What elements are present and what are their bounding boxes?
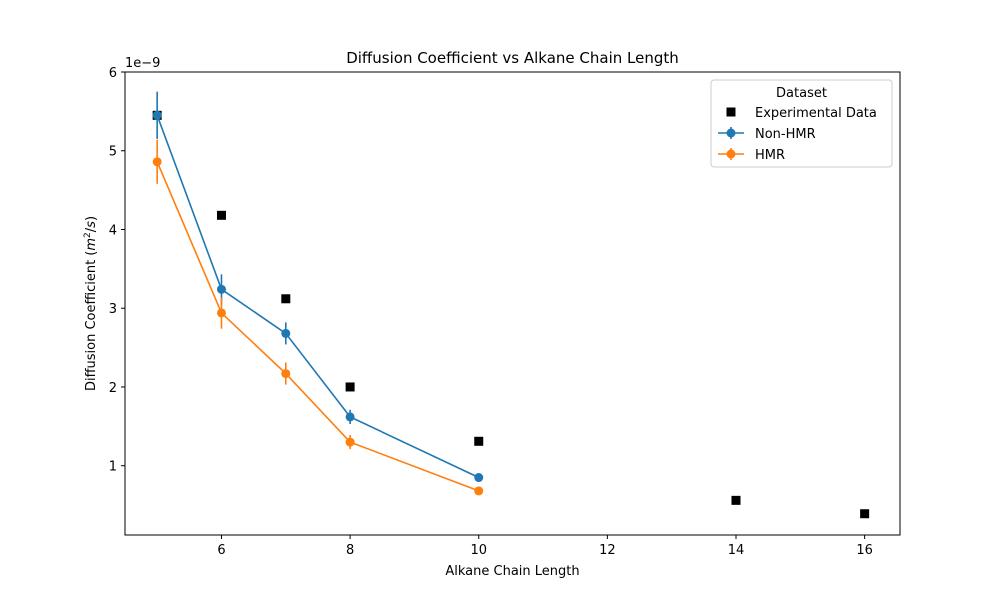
data-point (345, 412, 355, 422)
data-point (731, 495, 741, 505)
y-axis-label-unit-sup: 2 (83, 232, 93, 238)
data-point (474, 436, 484, 446)
series-non-hmr (152, 91, 484, 483)
legend-title: Dataset (776, 86, 827, 101)
y-axis-label-unit-sep: / (84, 227, 99, 232)
legend-box (710, 79, 893, 168)
y-axis-multiplier: 1e−9 (125, 56, 160, 71)
y-tick-label: 3 (109, 302, 117, 317)
x-axis-label: Alkane Chain Length (445, 564, 579, 579)
data-point (216, 210, 226, 220)
x-tick-label: 8 (346, 543, 354, 558)
series-line (156, 115, 480, 479)
y-tick-label: 2 (109, 381, 117, 396)
legend-label: Non-HMR (755, 127, 816, 142)
x-tick-label: 14 (728, 543, 745, 558)
legend-marker (726, 149, 736, 159)
data-point (345, 382, 355, 392)
data-point (281, 328, 291, 338)
data-point (216, 284, 226, 294)
x-tick-label: 10 (470, 543, 487, 558)
legend-label: Experimental Data (755, 106, 877, 121)
series-line (156, 161, 480, 492)
legend: Dataset Experimental Data Non-HMR HMR (710, 79, 893, 168)
legend-label: HMR (755, 148, 785, 163)
y-tick-label: 1 (109, 460, 117, 475)
series-hmr (152, 139, 484, 496)
data-point (474, 473, 484, 483)
data-point (345, 437, 355, 447)
data-point (152, 157, 162, 167)
y-axis-label: Diffusion Coefficient (m2/s) (83, 216, 99, 391)
series-layer (152, 91, 870, 519)
series-experimental-data (152, 110, 870, 519)
y-tick-label: 5 (109, 145, 117, 160)
legend-item: Non-HMR (718, 127, 816, 142)
data-point (281, 294, 291, 304)
data-point (474, 486, 484, 496)
legend-marker (726, 107, 736, 117)
legend-item: Experimental Data (726, 106, 877, 121)
legend-marker (726, 128, 736, 138)
chart-title: Diffusion Coefficient vs Alkane Chain Le… (346, 49, 679, 67)
y-axis-label-prefix: Diffusion Coefficient ( (84, 251, 99, 391)
x-tick-label: 6 (217, 543, 225, 558)
plot-frame (124, 71, 901, 536)
data-point (152, 110, 162, 120)
y-tick-label: 6 (109, 66, 117, 81)
y-axis-label-unit-den: s (84, 221, 99, 228)
data-point (860, 509, 870, 519)
data-point (216, 308, 226, 318)
data-point (281, 369, 291, 379)
legend-item: HMR (718, 148, 785, 163)
y-axis-label-unit-num: m (84, 238, 99, 251)
y-axis-label-suffix: ) (84, 216, 99, 221)
x-tick-label: 12 (599, 543, 616, 558)
y-tick-label: 4 (109, 223, 117, 238)
x-tick-label: 16 (856, 543, 873, 558)
